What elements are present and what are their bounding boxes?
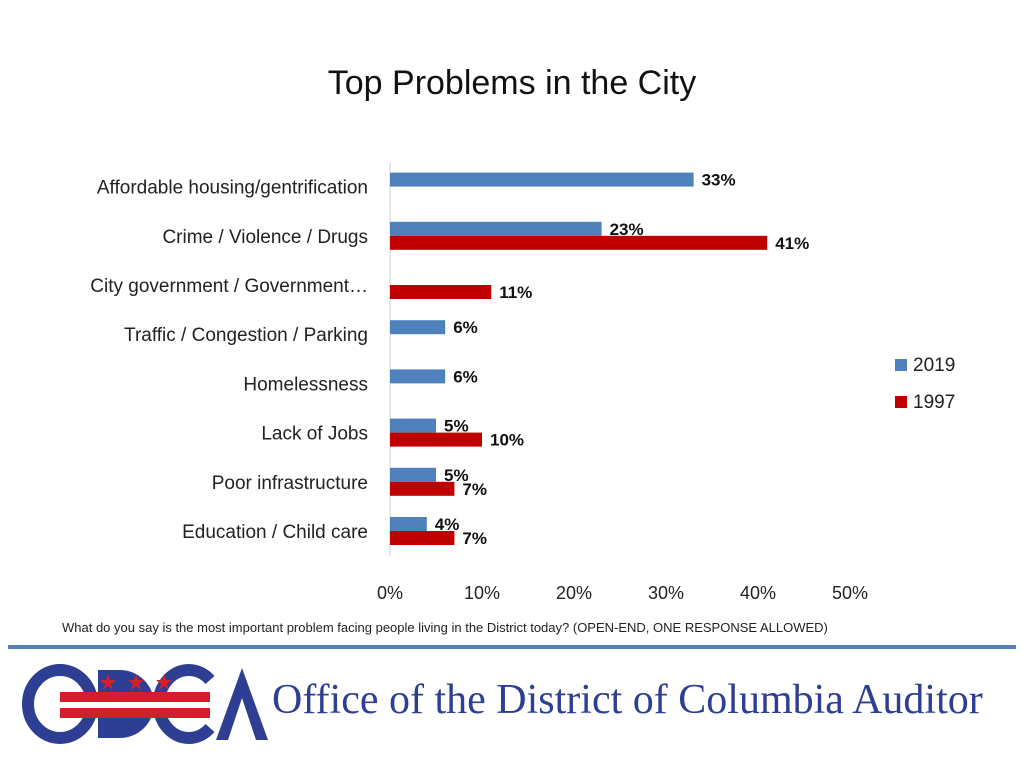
legend-label: 1997 bbox=[913, 392, 955, 413]
x-tick-label: 0% bbox=[377, 583, 403, 603]
bar-2019 bbox=[390, 221, 602, 236]
bar-2019 bbox=[390, 418, 436, 433]
legend-label: 2019 bbox=[913, 355, 955, 376]
data-label: 6% bbox=[453, 367, 478, 386]
bar-2019 bbox=[390, 320, 446, 335]
category-label: Crime / Violence / Drugs bbox=[162, 227, 368, 248]
data-label: 10% bbox=[490, 431, 524, 450]
category-label: Poor infrastructure bbox=[212, 473, 368, 494]
category-label: Traffic / Congestion / Parking bbox=[124, 325, 368, 346]
bar-1997 bbox=[390, 235, 768, 250]
category-label: Affordable housing/gentrification bbox=[97, 178, 368, 199]
divider bbox=[8, 645, 1016, 649]
data-label: 11% bbox=[499, 283, 532, 302]
legend-swatch-2019 bbox=[895, 359, 907, 371]
data-label: 6% bbox=[453, 318, 478, 337]
category-label: City government / Government… bbox=[90, 276, 368, 297]
bar-2019 bbox=[390, 517, 427, 531]
x-tick-label: 30% bbox=[648, 583, 684, 603]
x-tick-label: 40% bbox=[740, 583, 776, 603]
x-tick-label: 50% bbox=[832, 583, 868, 603]
bar-1997 bbox=[390, 432, 482, 447]
data-label: 7% bbox=[462, 529, 487, 548]
category-label: Homelessness bbox=[243, 374, 368, 395]
x-tick-label: 20% bbox=[556, 583, 592, 603]
org-name: Office of the District of Columbia Audit… bbox=[272, 677, 983, 723]
data-label: 7% bbox=[462, 480, 487, 499]
data-label: 33% bbox=[702, 171, 736, 190]
x-tick-label: 10% bbox=[464, 583, 500, 603]
bar-1997 bbox=[390, 285, 492, 299]
category-label: Lack of Jobs bbox=[261, 424, 368, 445]
bar-1997 bbox=[390, 531, 455, 545]
bar-2019 bbox=[390, 369, 446, 384]
chart-title: Top Problems in the City bbox=[327, 64, 697, 102]
data-label: 5% bbox=[444, 466, 469, 485]
bar-1997 bbox=[390, 481, 455, 496]
data-label: 4% bbox=[435, 515, 460, 534]
bar-2019 bbox=[390, 172, 694, 187]
odca-logo bbox=[22, 664, 268, 744]
data-label: 5% bbox=[444, 417, 469, 436]
bar-2019 bbox=[390, 467, 436, 482]
data-label: 23% bbox=[610, 220, 644, 239]
survey-question-footnote: What do you say is the most important pr… bbox=[62, 620, 828, 635]
legend-swatch-1997 bbox=[895, 396, 907, 408]
category-label: Education / Child care bbox=[182, 522, 368, 543]
data-label: 41% bbox=[775, 234, 809, 253]
bar-chart: 0% 10% 20% 30% 40% 50% Affordable housing/gen… bbox=[90, 162, 955, 603]
